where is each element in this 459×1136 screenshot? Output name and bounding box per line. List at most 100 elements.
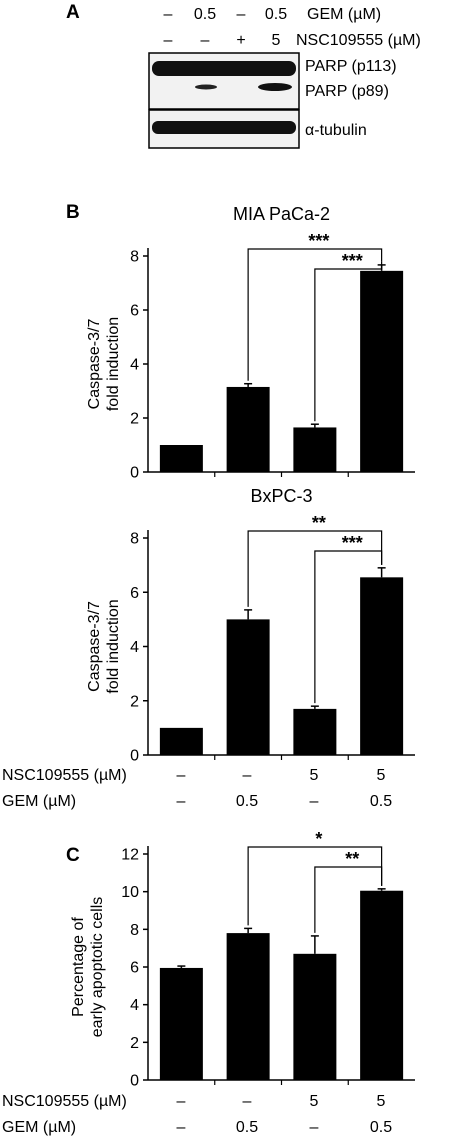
y-tick-label: 2 <box>130 1035 139 1052</box>
chart-title: MIA PaCa-2 <box>233 204 330 224</box>
tubulin-blot <box>148 109 300 149</box>
y-tick-label: 8 <box>130 531 139 548</box>
tubulin-band <box>152 121 296 134</box>
cond-c-nsc-4: 5 <box>377 1093 386 1110</box>
significance-label: *** <box>342 533 363 553</box>
gem-row-value-4: 0.5 <box>265 6 287 23</box>
cond-b-nsc-2: – <box>243 767 252 784</box>
significance-bracket <box>247 530 383 607</box>
significance-label: *** <box>308 231 329 251</box>
bar <box>293 427 337 472</box>
significance-bracket <box>314 261 383 422</box>
conditions-c: NSC109555 (µM) – – 5 5 GEM (µM) – 0.5 – … <box>2 1093 392 1136</box>
gem-row-value-3: – <box>237 6 246 23</box>
y-tick-label: 8 <box>130 922 139 939</box>
bar <box>226 933 270 1080</box>
bar <box>226 619 270 755</box>
cond-c-gem-2: 0.5 <box>236 1119 258 1136</box>
y-tick-label: 6 <box>130 303 139 320</box>
gem-row-label: GEM (µM) <box>307 6 381 23</box>
y-axis-label: Percentage of early apoptotic cells <box>70 897 106 1038</box>
y-axis-label-line: early apoptotic cells <box>89 897 106 1038</box>
cond-c-nsc-label: NSC109555 (µM) <box>2 1093 127 1110</box>
nsc-row-value-2: – <box>201 32 210 49</box>
conditions-b: NSC109555 (µM) – – 5 5 GEM (µM) – 0.5 – … <box>2 767 392 810</box>
y-axis-label-line: Percentage of <box>70 917 87 1017</box>
panel-c-letter: C <box>66 845 80 866</box>
bar <box>293 708 337 755</box>
y-tick-label: 4 <box>130 639 139 656</box>
y-axis-label-line: fold induction <box>105 317 122 411</box>
y-tick-label: 0 <box>130 1073 139 1090</box>
cond-b-gem-2: 0.5 <box>236 793 258 810</box>
gem-row-value-2: 0.5 <box>194 6 216 23</box>
bar <box>360 577 404 755</box>
cond-b-gem-4: 0.5 <box>370 793 392 810</box>
tubulin-label: α-tubulin <box>305 122 367 139</box>
nsc-row-label: NSC109555 (µM) <box>296 32 421 49</box>
cond-c-gem-label: GEM (µM) <box>2 1119 76 1136</box>
panel-a: A – 0.5 – 0.5 GEM (µM) – – + 5 NSC109555… <box>66 2 421 149</box>
bar <box>226 386 270 472</box>
panel-b-letter: B <box>66 202 80 223</box>
parp-p113-label: PARP (p113) <box>305 58 397 75</box>
significance-label: ** <box>345 849 359 869</box>
y-tick-label: 6 <box>130 960 139 977</box>
parp-p89-band-lane4 <box>258 83 292 91</box>
bar <box>360 890 404 1080</box>
y-tick-label: 4 <box>130 357 139 374</box>
parp-p89-label: PARP (p89) <box>305 83 389 100</box>
y-axis-label-line: fold induction <box>105 599 122 693</box>
significance-bracket <box>314 866 383 933</box>
y-tick-label: 4 <box>130 997 139 1014</box>
cond-b-gem-3: – <box>310 793 319 810</box>
bar <box>293 953 337 1080</box>
cond-c-nsc-1: – <box>177 1093 186 1110</box>
significance-label: *** <box>342 251 363 271</box>
cond-b-nsc-4: 5 <box>377 767 386 784</box>
y-tick-label: 2 <box>130 411 139 428</box>
parp-blot <box>148 52 300 110</box>
nsc-row-value-4: 5 <box>272 32 281 49</box>
panel-a-letter: A <box>66 2 80 23</box>
cond-b-nsc-3: 5 <box>310 767 319 784</box>
y-tick-label: 2 <box>130 693 139 710</box>
gem-row-value-1: – <box>164 6 173 23</box>
cond-b-gem-label: GEM (µM) <box>2 793 76 810</box>
y-tick-label: 0 <box>130 465 139 482</box>
chart-mia-paca-2: MIA PaCa-2 Caspase-3/7 fold induction 0 2 4 6 8… <box>86 204 415 482</box>
cond-c-gem-3: – <box>310 1119 319 1136</box>
bar <box>159 445 203 472</box>
nsc-row-value-1: – <box>164 32 173 49</box>
y-axis-label-line: Caspase-3/7 <box>86 601 103 692</box>
cond-c-nsc-2: – <box>243 1093 252 1110</box>
y-tick-label: 6 <box>130 585 139 602</box>
y-axis-label: Caspase-3/7 fold induction <box>86 317 122 411</box>
nsc-row-value-3: + <box>236 32 245 49</box>
significance-label: * <box>315 829 322 849</box>
chart-apoptotic-cells: Percentage of early apoptotic cells 0 2 4 6 8 1… <box>70 829 415 1090</box>
cond-c-gem-1: – <box>177 1119 186 1136</box>
bar <box>360 270 404 472</box>
significance-bracket <box>247 248 383 381</box>
significance-label: ** <box>312 513 326 533</box>
bar <box>159 727 203 755</box>
chart-title: BxPC-3 <box>250 486 312 506</box>
significance-bracket <box>314 550 383 704</box>
parp-p89-band-lane2 <box>195 84 217 90</box>
parp-p113-band <box>152 61 296 76</box>
y-tick-label: 8 <box>130 249 139 266</box>
y-axis-label: Caspase-3/7 fold induction <box>86 599 122 693</box>
y-tick-label: 12 <box>121 847 139 864</box>
cond-b-gem-1: – <box>177 793 186 810</box>
y-axis-label-line: Caspase-3/7 <box>86 319 103 410</box>
cond-c-nsc-3: 5 <box>310 1093 319 1110</box>
cond-b-nsc-label: NSC109555 (µM) <box>2 767 127 784</box>
bar <box>159 967 203 1080</box>
cond-b-nsc-1: – <box>177 767 186 784</box>
y-tick-label: 10 <box>121 884 139 901</box>
cond-c-gem-4: 0.5 <box>370 1119 392 1136</box>
y-tick-label: 0 <box>130 748 139 765</box>
